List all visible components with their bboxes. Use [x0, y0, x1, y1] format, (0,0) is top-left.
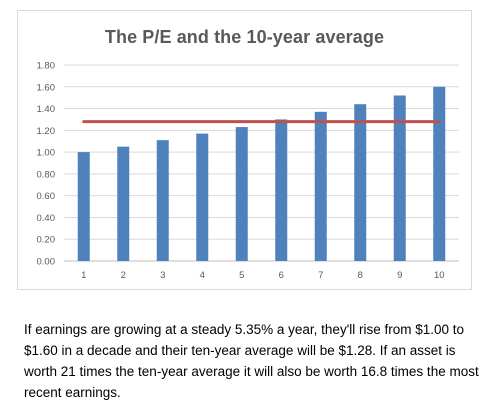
- bar: [196, 133, 209, 261]
- bar: [393, 95, 406, 261]
- x-tick-label: 6: [279, 270, 284, 281]
- chart-plot: 0.00 0.20 0.40 0.60 0.80 1.00 1.20 1.40 1.60 1.80…: [37, 61, 459, 281]
- y-tick-label: 1.60: [37, 82, 56, 93]
- y-tick-label: 0.00: [37, 257, 56, 268]
- y-tick-label: 1.00: [37, 148, 56, 159]
- y-tick-label: 0.80: [37, 169, 56, 180]
- bar: [156, 140, 169, 261]
- bar: [275, 119, 288, 261]
- x-tick-label: 5: [239, 270, 244, 281]
- y-tick-label: 0.20: [37, 235, 56, 246]
- x-tick-label: 1: [81, 270, 86, 281]
- caption-text: If earnings are growing at a steady 5.35…: [24, 322, 479, 400]
- bar: [117, 146, 130, 261]
- x-tick-label: 2: [121, 270, 126, 281]
- bar: [314, 111, 327, 261]
- x-tick-label: 7: [318, 270, 323, 281]
- bar: [77, 152, 90, 261]
- x-tick-label: 8: [358, 270, 363, 281]
- y-tick-label: 1.20: [37, 126, 56, 137]
- y-tick-label: 1.40: [37, 104, 56, 115]
- y-tick-label: 0.60: [37, 191, 56, 202]
- x-tick-label: 3: [160, 270, 165, 281]
- x-tick-label: 4: [200, 270, 205, 281]
- bar: [354, 104, 367, 261]
- bar: [433, 86, 446, 262]
- x-tick-label: 9: [397, 270, 402, 281]
- y-tick-label: 0.40: [37, 213, 56, 224]
- x-tick-label: 10: [434, 270, 445, 281]
- chart-frame: The P/E and the 10-year average 0.00 0.20…: [17, 10, 472, 290]
- bar: [235, 127, 248, 261]
- y-tick-label: 1.80: [37, 61, 56, 72]
- chart-title: The P/E and the 10-year average: [104, 27, 385, 47]
